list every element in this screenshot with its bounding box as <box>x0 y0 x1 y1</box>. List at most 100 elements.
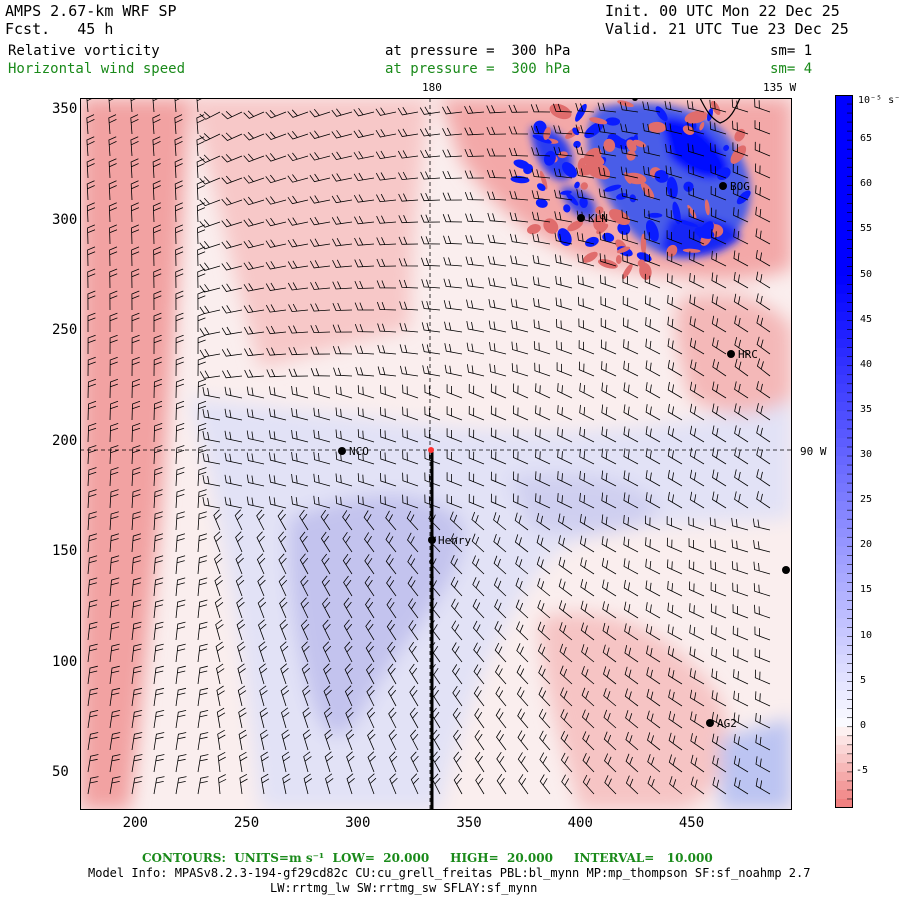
wind-barb <box>408 641 419 663</box>
wind-barb <box>495 708 507 729</box>
wind-barb <box>243 218 265 227</box>
wind-barb <box>197 224 206 245</box>
wind-barb <box>237 685 247 707</box>
colorbar-cell <box>835 131 853 141</box>
wind-barb <box>690 754 705 773</box>
wind-barb <box>601 404 617 421</box>
wind-barb <box>709 99 727 113</box>
station-bog[interactable]: BOG <box>719 180 750 193</box>
wind-barb <box>553 103 573 113</box>
wind-barb <box>323 685 332 707</box>
wind-barb <box>153 732 165 751</box>
wind-barb <box>243 326 265 335</box>
station-nco[interactable]: NCO <box>338 445 369 458</box>
wind-barb <box>473 664 485 685</box>
wind-barb <box>221 175 243 185</box>
wind-barb <box>364 532 375 553</box>
wind-barb <box>265 261 287 270</box>
wind-barb <box>466 342 485 355</box>
wind-barb <box>578 318 595 333</box>
station-east[interactable] <box>782 566 790 574</box>
wind-barb <box>579 513 595 531</box>
vorticity-speckle <box>585 236 599 247</box>
wind-barb <box>152 202 162 223</box>
wind-barb <box>197 643 208 663</box>
wind-barb <box>353 172 375 182</box>
colorbar-cell <box>835 410 853 421</box>
wind-barb <box>490 383 507 399</box>
wind-barb <box>243 175 265 184</box>
wind-barb <box>345 707 354 729</box>
wind-barb <box>512 449 529 465</box>
wind-barb <box>732 120 749 135</box>
colorbar-cell <box>835 753 853 764</box>
wind-barb <box>732 625 749 641</box>
vorticity-speckle <box>565 192 579 206</box>
wind-barb <box>367 751 376 773</box>
wind-barb <box>579 426 595 443</box>
wind-barb <box>598 167 617 179</box>
station-bog-dot <box>719 182 727 190</box>
wind-barb <box>265 110 287 119</box>
wind-barb <box>153 400 163 421</box>
wind-barb <box>493 533 507 553</box>
wind-barb <box>512 471 529 487</box>
wind-barb <box>468 471 485 487</box>
colorbar-cell <box>835 293 853 304</box>
wind-barb <box>666 251 683 267</box>
wind-barb <box>581 687 595 707</box>
field-2-pressure: at pressure = 300 hPa <box>385 61 571 77</box>
y-tick-label: 250 <box>52 322 78 339</box>
wind-barb <box>424 494 441 509</box>
wind-barb <box>472 620 485 641</box>
station-henry-dot <box>428 536 436 544</box>
wind-barb <box>597 124 617 135</box>
wind-barb <box>175 312 184 332</box>
station-hrc[interactable]: HRC <box>727 348 758 361</box>
station-henry[interactable]: Henry <box>428 534 471 547</box>
wind-barb <box>535 471 551 487</box>
wind-barb <box>243 132 265 141</box>
contours-info: CONTOURS: UNITS=m s⁻¹ LOW= 20.000 HIGH= … <box>142 851 713 865</box>
wind-barb <box>257 597 267 619</box>
wind-barb <box>153 621 164 641</box>
wind-barb <box>399 279 419 289</box>
wind-barb <box>175 268 184 289</box>
wind-barb <box>214 575 223 597</box>
station-ag2[interactable]: AG2 <box>706 717 737 730</box>
wind-barb <box>553 146 573 157</box>
wind-barb <box>598 145 617 157</box>
wind-barb <box>389 751 398 773</box>
vorticity-speckle <box>622 263 633 280</box>
wind-barb <box>420 149 441 158</box>
wind-barb <box>380 428 397 443</box>
wind-barb <box>580 600 595 619</box>
wind-barb <box>539 752 551 773</box>
wind-barb <box>221 326 243 336</box>
wind-barb <box>490 449 507 465</box>
wind-barb <box>623 601 639 619</box>
wind-barb <box>489 342 507 355</box>
wind-barb <box>600 339 617 355</box>
wind-barb <box>538 708 551 729</box>
wind-barb <box>175 356 184 377</box>
wind-barb <box>197 268 206 289</box>
wind-barb <box>131 687 143 707</box>
station-kln[interactable]: KLN <box>577 212 608 225</box>
wind-barb <box>424 406 441 421</box>
wind-barb <box>153 533 164 553</box>
wind-barb <box>332 259 353 268</box>
wind-barb <box>734 381 749 399</box>
colorbar-label: 25 <box>860 494 873 506</box>
colorbar-cell <box>835 257 853 267</box>
wind-barb <box>199 219 221 228</box>
wind-barb <box>343 597 353 619</box>
wind-barb <box>175 687 187 707</box>
lon-label-90w: 90 W <box>800 445 827 458</box>
wind-barb <box>493 555 507 575</box>
wind-barb <box>443 235 463 245</box>
wind-barb <box>109 577 120 597</box>
wind-barb <box>131 489 141 509</box>
wind-barb <box>197 710 209 729</box>
wind-barb <box>313 451 331 465</box>
